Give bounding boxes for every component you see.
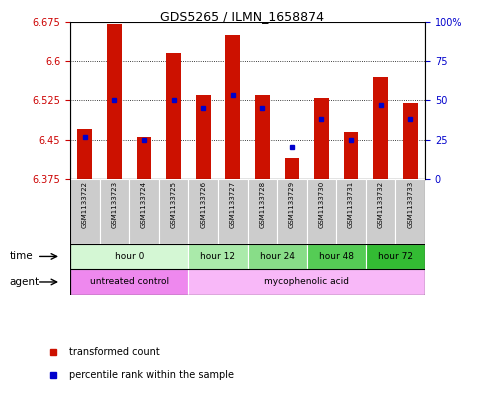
Text: GSM1133723: GSM1133723	[112, 181, 117, 228]
Text: time: time	[10, 252, 33, 261]
Text: GSM1133732: GSM1133732	[378, 181, 384, 228]
Bar	[366, 244, 425, 269]
Bar	[196, 95, 211, 179]
Text: percentile rank within the sample: percentile rank within the sample	[69, 370, 234, 380]
Text: hour 0: hour 0	[114, 252, 144, 261]
Text: GSM1133725: GSM1133725	[170, 181, 177, 228]
Bar	[277, 179, 307, 244]
Bar	[129, 179, 159, 244]
Bar	[137, 137, 151, 179]
Text: agent: agent	[10, 277, 40, 287]
Bar	[314, 97, 329, 179]
Text: mycophenolic acid: mycophenolic acid	[264, 277, 349, 286]
Bar	[307, 179, 336, 244]
Bar	[159, 179, 188, 244]
Bar	[70, 179, 99, 244]
Bar	[284, 158, 299, 179]
Text: GSM1133727: GSM1133727	[230, 181, 236, 228]
Text: GSM1133733: GSM1133733	[407, 181, 413, 228]
Text: hour 72: hour 72	[378, 252, 413, 261]
Bar	[107, 24, 122, 179]
Bar	[188, 244, 248, 269]
Text: GSM1133728: GSM1133728	[259, 181, 265, 228]
Bar	[226, 35, 240, 179]
Bar	[403, 103, 418, 179]
Bar	[248, 179, 277, 244]
Bar	[218, 179, 248, 244]
Text: untreated control: untreated control	[90, 277, 169, 286]
Bar	[336, 179, 366, 244]
Bar	[188, 269, 425, 295]
Bar	[344, 132, 358, 179]
Bar	[99, 179, 129, 244]
Bar	[70, 244, 188, 269]
Bar	[396, 179, 425, 244]
Bar	[373, 77, 388, 179]
Text: GSM1133730: GSM1133730	[318, 181, 325, 228]
Bar	[248, 244, 307, 269]
Text: GSM1133726: GSM1133726	[200, 181, 206, 228]
Text: hour 12: hour 12	[200, 252, 235, 261]
Bar	[166, 53, 181, 179]
Text: GDS5265 / ILMN_1658874: GDS5265 / ILMN_1658874	[159, 10, 324, 23]
Text: GSM1133731: GSM1133731	[348, 181, 354, 228]
Text: GSM1133724: GSM1133724	[141, 181, 147, 228]
Bar	[307, 244, 366, 269]
Text: GSM1133729: GSM1133729	[289, 181, 295, 228]
Bar	[366, 179, 396, 244]
Text: GSM1133722: GSM1133722	[82, 181, 88, 228]
Text: hour 48: hour 48	[319, 252, 354, 261]
Text: hour 24: hour 24	[260, 252, 295, 261]
Bar	[70, 269, 188, 295]
Text: transformed count: transformed count	[69, 347, 159, 357]
Bar	[188, 179, 218, 244]
Bar	[255, 95, 270, 179]
Bar	[77, 129, 92, 179]
